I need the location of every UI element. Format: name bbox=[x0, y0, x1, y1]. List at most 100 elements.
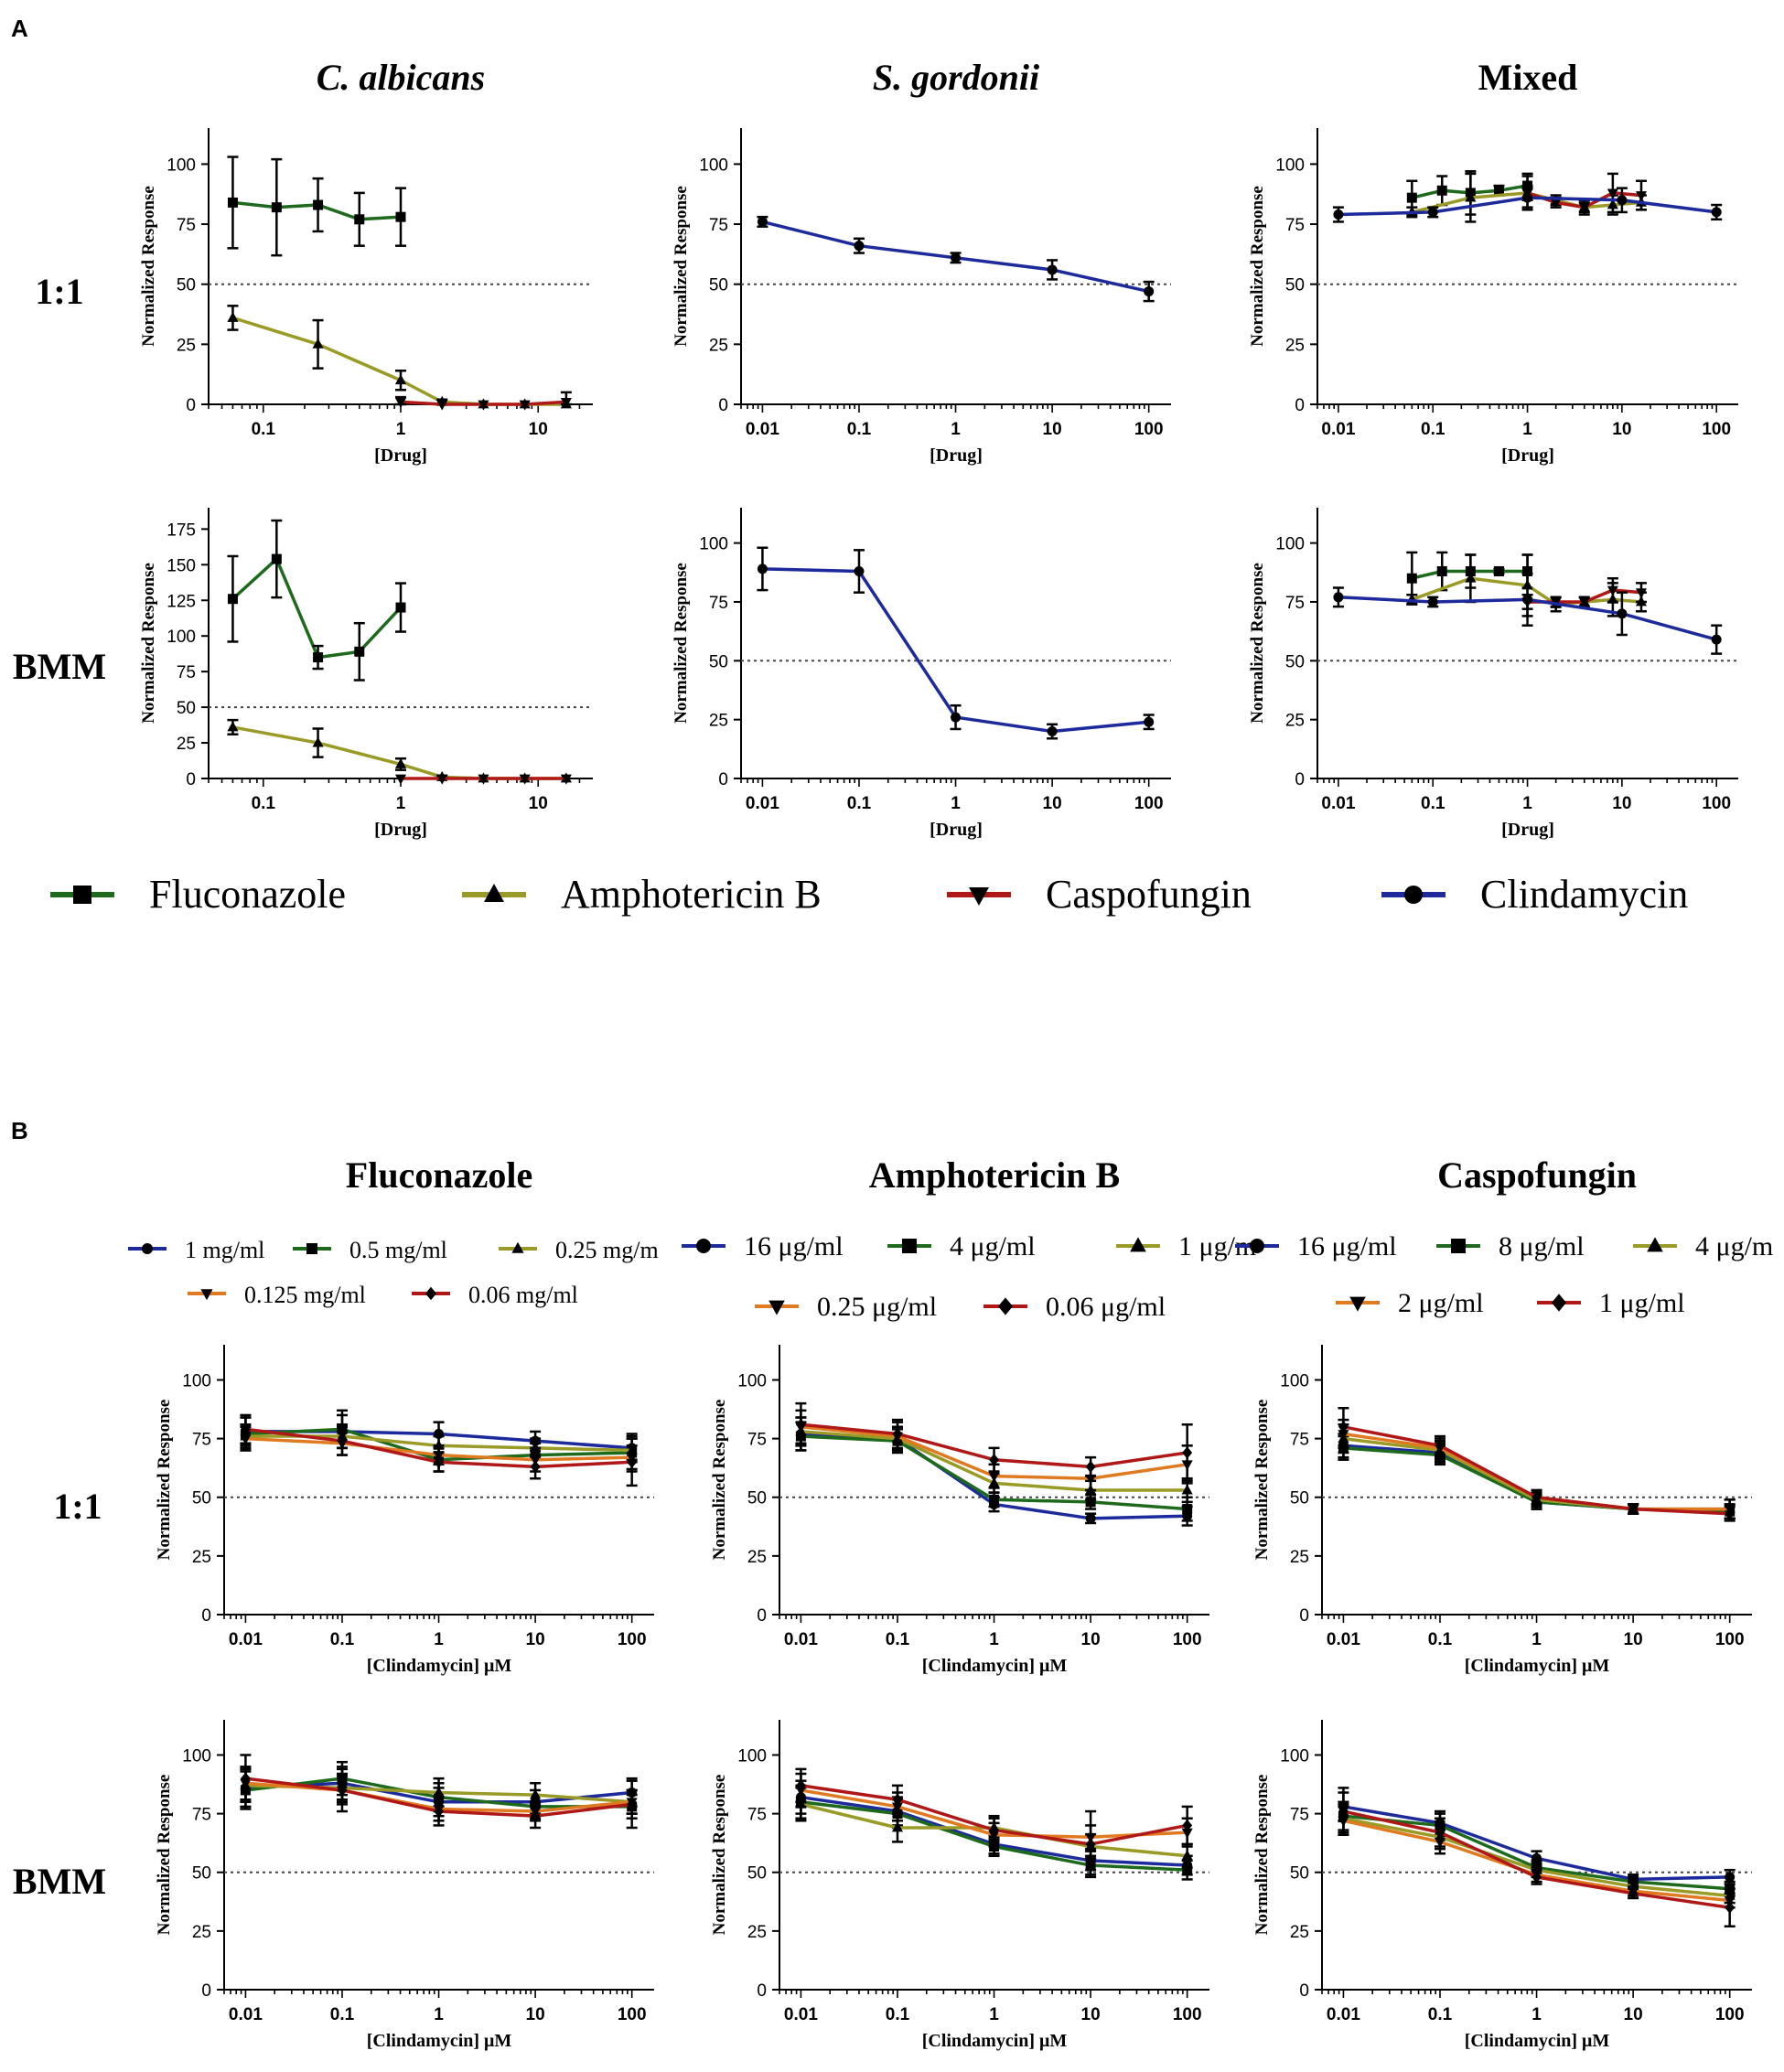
legend-marker bbox=[511, 1241, 524, 1253]
chart-a11: C. albicans 1:1 0 25 50 75 100 0.1 1 10 [Drug] Norm… bbox=[35, 57, 593, 466]
legend-label: 0.25 mg/m bbox=[555, 1237, 659, 1263]
y-tick-label: 25 bbox=[1285, 712, 1305, 731]
data-point bbox=[337, 1784, 348, 1797]
data-point bbox=[1607, 188, 1618, 199]
data-point bbox=[395, 211, 406, 222]
data-point bbox=[1725, 1901, 1736, 1914]
legend-item: 0.06 mg/ml bbox=[412, 1282, 578, 1308]
y-tick-label: 0 bbox=[1295, 396, 1305, 415]
legend-item: Clindamycin bbox=[1381, 872, 1688, 917]
y-axis-label: Normalized Response bbox=[139, 563, 158, 724]
x-tick-label: 1 bbox=[989, 1630, 999, 1649]
x-tick-label: 10 bbox=[526, 1630, 545, 1649]
x-axis-label: [Clindamycin] μM bbox=[367, 1656, 512, 1676]
x-tick-label: 100 bbox=[1715, 1630, 1745, 1649]
y-tick-label: 0 bbox=[1299, 1981, 1309, 2001]
data-point bbox=[436, 774, 448, 785]
data-point bbox=[560, 774, 572, 785]
y-tick-label: 50 bbox=[747, 1489, 767, 1508]
x-tick-label: 100 bbox=[1702, 420, 1731, 439]
y-tick-label: 50 bbox=[177, 276, 196, 295]
data-point bbox=[519, 400, 531, 411]
data-point bbox=[1522, 594, 1533, 605]
y-tick-label: 100 bbox=[737, 1371, 767, 1390]
x-tick-label: 0.01 bbox=[784, 1630, 818, 1649]
x-tick-label: 100 bbox=[1173, 2005, 1202, 2024]
legend-marker bbox=[768, 1300, 785, 1315]
x-axis-label: [Drug] bbox=[930, 446, 983, 466]
data-point bbox=[271, 553, 282, 564]
x-tick-label: 0.1 bbox=[330, 2005, 355, 2024]
series-caspofungin bbox=[394, 391, 572, 411]
y-tick-label: 0 bbox=[1295, 770, 1305, 789]
y-tick-label: 50 bbox=[747, 1864, 767, 1884]
y-tick-label: 100 bbox=[167, 628, 196, 647]
y-tick-label: 75 bbox=[177, 216, 196, 235]
series-clindamycin bbox=[757, 546, 1155, 740]
data-point bbox=[1435, 1439, 1445, 1452]
chart-a13: Mixed 0 25 50 75 100 0.01 0.1 1 10 100 [Drug] Normal… bbox=[1248, 57, 1738, 466]
legend-label: 16 μg/ml bbox=[744, 1231, 844, 1261]
data-point bbox=[1465, 191, 1477, 202]
data-point bbox=[1182, 1819, 1193, 1832]
data-point bbox=[1725, 1508, 1736, 1520]
data-point bbox=[478, 774, 489, 785]
y-tick-label: 25 bbox=[1285, 336, 1305, 355]
x-tick-label: 100 bbox=[618, 2005, 647, 2024]
series-line bbox=[231, 557, 403, 660]
data-point bbox=[1436, 185, 1447, 196]
y-axis-label: Normalized Response bbox=[672, 186, 691, 347]
x-tick-label: 0.01 bbox=[746, 420, 779, 439]
data-point bbox=[1427, 207, 1438, 218]
series-caspofungin bbox=[394, 774, 572, 785]
chart-a12: S. gordonii 0 25 50 75 100 0.01 0.1 1 10 100 [Drug]… bbox=[672, 57, 1171, 466]
x-tick-label: 100 bbox=[1173, 1630, 1202, 1649]
x-axis-label: [Drug] bbox=[374, 820, 427, 840]
legend-marker bbox=[998, 1297, 1013, 1315]
data-point bbox=[1333, 209, 1344, 220]
legend-marker bbox=[1130, 1237, 1146, 1252]
legend-item: 8 μg/ml bbox=[1436, 1231, 1585, 1261]
series-1-g-ml bbox=[1338, 1787, 1736, 1927]
chart-title: Fluconazole bbox=[346, 1154, 532, 1196]
x-tick-label: 10 bbox=[1081, 1630, 1101, 1649]
legend-label: Fluconazole bbox=[149, 872, 346, 917]
chart-title: Mixed bbox=[1478, 57, 1578, 98]
data-point bbox=[1085, 1513, 1096, 1524]
chart-b11: Fluconazole 1:1 0 25 50 75 100 0.01 0.1 1 10 100 [Cl… bbox=[53, 1154, 654, 1676]
y-tick-label: 100 bbox=[1275, 156, 1305, 175]
y-tick-label: 25 bbox=[192, 1923, 211, 1942]
data-point bbox=[989, 1494, 1000, 1505]
y-tick-label: 25 bbox=[709, 712, 728, 731]
x-axis-label: [Drug] bbox=[930, 820, 983, 840]
series-0-06-mg-ml bbox=[240, 1413, 638, 1487]
x-tick-label: 1 bbox=[434, 1630, 444, 1649]
row-label: 1:1 bbox=[53, 1486, 102, 1527]
data-point bbox=[1725, 1872, 1736, 1883]
y-tick-label: 25 bbox=[747, 1548, 767, 1567]
y-tick-label: 25 bbox=[1290, 1923, 1309, 1942]
x-tick-label: 10 bbox=[1081, 2005, 1101, 2024]
data-point bbox=[434, 1805, 445, 1818]
data-point bbox=[1427, 596, 1438, 607]
chart-a22: 0 25 50 75 100 0.01 0.1 1 10 100 [Drug] Normalized … bbox=[672, 508, 1171, 840]
data-point bbox=[1531, 1491, 1542, 1504]
series-1-g-ml bbox=[1338, 1407, 1736, 1522]
legend-item: 2 μg/ml bbox=[1336, 1288, 1484, 1318]
legend-marker bbox=[1451, 1239, 1466, 1253]
y-tick-label: 100 bbox=[699, 535, 728, 554]
data-point bbox=[1085, 1460, 1096, 1473]
y-tick-label: 0 bbox=[186, 396, 196, 415]
data-point bbox=[394, 757, 407, 768]
y-tick-label: 175 bbox=[167, 521, 196, 540]
data-point bbox=[1493, 565, 1504, 576]
data-point bbox=[312, 338, 324, 349]
y-tick-label: 50 bbox=[192, 1489, 211, 1508]
x-tick-label: 0.1 bbox=[330, 1630, 355, 1649]
data-point bbox=[227, 721, 239, 732]
data-point bbox=[1711, 207, 1722, 218]
legend-b: 1 mg/ml 0.5 mg/ml 0.25 mg/m 0.125 mg/ml 0.06… bbox=[128, 1231, 1773, 1322]
chart-title: Amphotericin B bbox=[869, 1154, 1120, 1196]
data-point bbox=[757, 564, 768, 574]
